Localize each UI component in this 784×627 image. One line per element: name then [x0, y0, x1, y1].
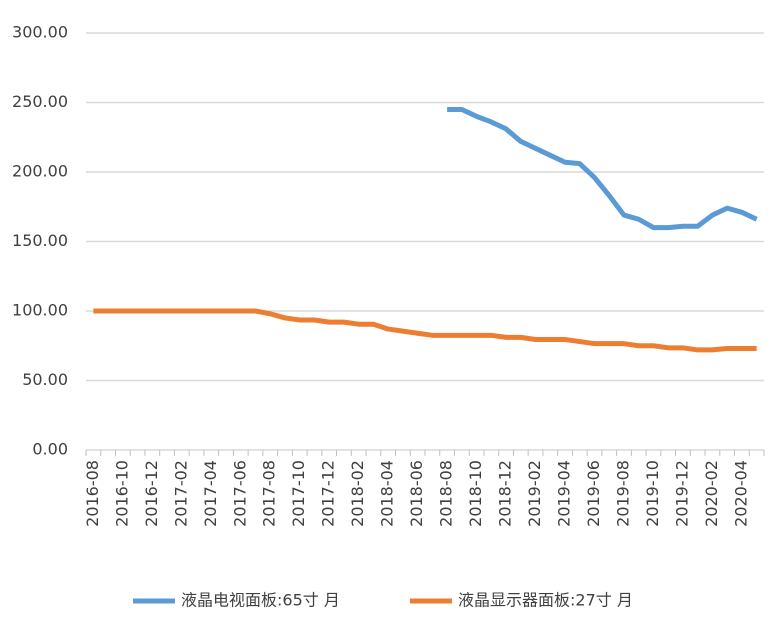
y-tick-label: 0.00	[32, 440, 68, 459]
y-tick-label: 100.00	[12, 301, 68, 320]
x-tick-label: 2020-04	[731, 460, 750, 527]
x-tick-label: 2020-02	[702, 460, 721, 527]
x-tick-label: 2017-04	[201, 460, 220, 527]
x-tick-label: 2018-12	[496, 460, 515, 527]
y-tick-label: 200.00	[12, 162, 68, 181]
x-tick-label: 2016-08	[83, 460, 102, 527]
series-line	[447, 106, 758, 231]
x-tick-label: 2018-10	[466, 460, 485, 527]
x-tick-label: 2019-08	[613, 460, 632, 527]
x-tick-label: 2019-02	[525, 460, 544, 527]
x-tick-label: 2019-06	[584, 460, 603, 527]
x-tick-label: 2016-10	[112, 460, 131, 527]
x-tick-label: 2017-06	[230, 460, 249, 527]
x-tick-label: 2018-02	[348, 460, 367, 527]
y-tick-label: 300.00	[12, 23, 68, 42]
y-tick-label: 150.00	[12, 231, 68, 250]
x-tick-label: 2019-10	[643, 460, 662, 527]
x-tick-label: 2017-12	[319, 460, 338, 527]
legend-label: 液晶电视面板:65寸 月	[181, 591, 340, 610]
x-tick-label: 2017-10	[289, 460, 308, 527]
x-tick-label: 2019-04	[555, 460, 574, 527]
y-tick-label: 50.00	[22, 370, 68, 389]
x-tick-label: 2017-02	[171, 460, 190, 527]
x-tick-label: 2019-12	[672, 460, 691, 527]
x-tick-label: 2018-04	[378, 460, 397, 527]
x-tick-label: 2016-12	[142, 460, 161, 527]
y-tick-label: 250.00	[12, 92, 68, 111]
x-tick-label: 2018-06	[407, 460, 426, 527]
series-line	[93, 308, 757, 353]
legend-label: 液晶显示器面板:27寸 月	[458, 591, 633, 610]
x-tick-label: 2018-08	[437, 460, 456, 527]
x-tick-label: 2017-08	[260, 460, 279, 527]
